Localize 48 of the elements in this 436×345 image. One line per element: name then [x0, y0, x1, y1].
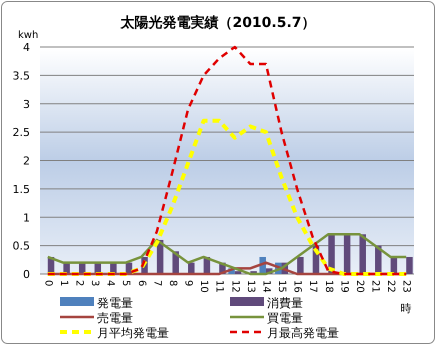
x-tick-label: 0	[42, 280, 54, 286]
legend-label: 発電量	[97, 296, 133, 310]
y-tick-label: 3.5	[12, 69, 30, 82]
x-tick-label: 23	[400, 280, 412, 293]
x-tick-label: 14	[260, 280, 272, 293]
line-series	[46, 46, 408, 276]
x-tick-label: 10	[198, 280, 210, 293]
y-tick-label: 1.5	[12, 182, 30, 196]
bar	[344, 234, 350, 274]
x-tick-label: 17	[307, 280, 318, 293]
x-axis-title: 時	[400, 302, 412, 315]
y-tick-label: 0.5	[12, 240, 30, 253]
x-tick-label: 19	[338, 280, 350, 293]
x-tick-label: 2	[73, 280, 84, 286]
bar	[406, 256, 413, 274]
y-tick-label: 4	[23, 41, 30, 54]
x-tick-label: 7	[151, 280, 162, 286]
x-tick-label: 13	[244, 280, 256, 293]
x-tick-label: 4	[104, 280, 116, 286]
legend-label: 消費量	[267, 296, 303, 310]
x-tick-label: 15	[276, 280, 288, 293]
bar	[297, 256, 304, 274]
x-tick-label: 22	[385, 280, 396, 293]
y-tick-label: 3	[23, 98, 30, 111]
x-tick-label: 12	[229, 280, 240, 293]
x-tick-label: 9	[182, 280, 194, 286]
legend-label: 月平均発電量	[97, 326, 169, 340]
x-tick-label: 16	[292, 280, 303, 293]
x-tick-label: 21	[370, 280, 381, 293]
x-tick-label: 1	[58, 280, 69, 286]
x-tick-label: 20	[354, 280, 365, 293]
y-tick-label: 2	[23, 154, 30, 168]
x-tick-label: 5	[120, 280, 132, 286]
x-tick-label: 11	[214, 280, 225, 293]
x-tick-label: 8	[166, 280, 178, 286]
y-axis-title: kwh	[18, 30, 38, 41]
x-tick-label: 18	[322, 280, 334, 293]
legend-label: 売電量	[97, 311, 133, 325]
x-tick-label: 3	[89, 280, 100, 286]
x-tick-label: 6	[136, 280, 147, 286]
legend-label: 月最高発電量	[267, 326, 339, 340]
line-series	[46, 233, 408, 276]
legend-label: 買電量	[267, 311, 303, 325]
chart-title: 太陽光発電実績（2010.5.7）	[119, 14, 316, 31]
y-tick-label: 2.5	[12, 126, 30, 140]
y-tick-label: 1	[23, 211, 30, 224]
line-series	[46, 118, 408, 276]
bar	[234, 271, 242, 274]
